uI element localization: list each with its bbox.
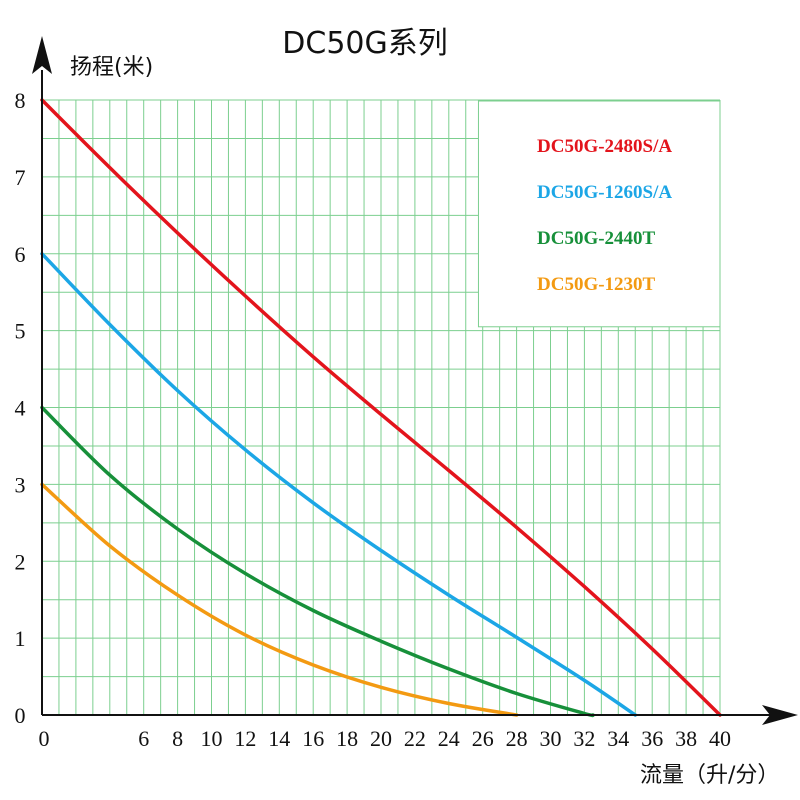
series-line-3 — [40, 405, 595, 718]
y-tick-label: 5 — [15, 319, 26, 344]
y-tick-label: 7 — [15, 165, 26, 190]
x-tick-label: 38 — [675, 726, 697, 751]
x-tick-label: 32 — [573, 726, 595, 751]
series-line-1 — [40, 98, 722, 717]
series-line-2 — [40, 252, 638, 717]
y-tick-label: 8 — [15, 88, 26, 113]
x-tick-label: 28 — [506, 726, 528, 751]
legend-item-3: DC50G-2440T — [537, 228, 656, 249]
y-tick-label: 1 — [15, 626, 26, 651]
y-axis-label: 扬程(米) — [70, 55, 153, 80]
x-tick-label: 6 — [138, 726, 149, 751]
x-tick-label: 40 — [709, 726, 731, 751]
x-axis-label: 流量（升/分） — [640, 763, 779, 788]
x-tick-label: 36 — [641, 726, 663, 751]
x-tick-label: 22 — [404, 726, 426, 751]
y-tick-label: 3 — [15, 472, 26, 497]
legend: DC50G-2480S/A DC50G-1260S/A DC50G-2440T DC5… — [537, 136, 672, 295]
x-tick-label: 20 — [370, 726, 392, 751]
y-tick-label: 2 — [15, 549, 26, 574]
x-axis-arrow-icon — [762, 705, 798, 725]
y-tick-label: 4 — [15, 396, 26, 421]
x-tick-label: 26 — [472, 726, 494, 751]
series-layer — [40, 98, 722, 718]
x-tick-label: 18 — [336, 726, 358, 751]
series-line-4 — [40, 482, 519, 717]
x-tick-label: 16 — [302, 726, 324, 751]
y-tick-label: 0 — [15, 703, 26, 728]
legend-item-1: DC50G-2480S/A — [537, 136, 672, 157]
x-tick-label: 8 — [172, 726, 183, 751]
x-tick-label: 0 — [39, 726, 50, 751]
x-tick-label: 12 — [234, 726, 256, 751]
legend-item-4: DC50G-1230T — [537, 274, 656, 295]
x-tick-label: 30 — [540, 726, 562, 751]
x-tick-label: 10 — [201, 726, 223, 751]
axes — [32, 36, 798, 725]
chart-title: DC50G系列 — [282, 26, 447, 61]
x-tick-label: 24 — [438, 726, 460, 751]
y-axis-arrow-icon — [32, 36, 52, 74]
y-tick-label: 6 — [15, 242, 26, 267]
x-tick-label: 34 — [607, 726, 629, 751]
legend-box — [477, 100, 721, 328]
grid — [41, 99, 721, 716]
x-tick-label: 14 — [268, 726, 290, 751]
legend-item-2: DC50G-1260S/A — [537, 182, 672, 203]
